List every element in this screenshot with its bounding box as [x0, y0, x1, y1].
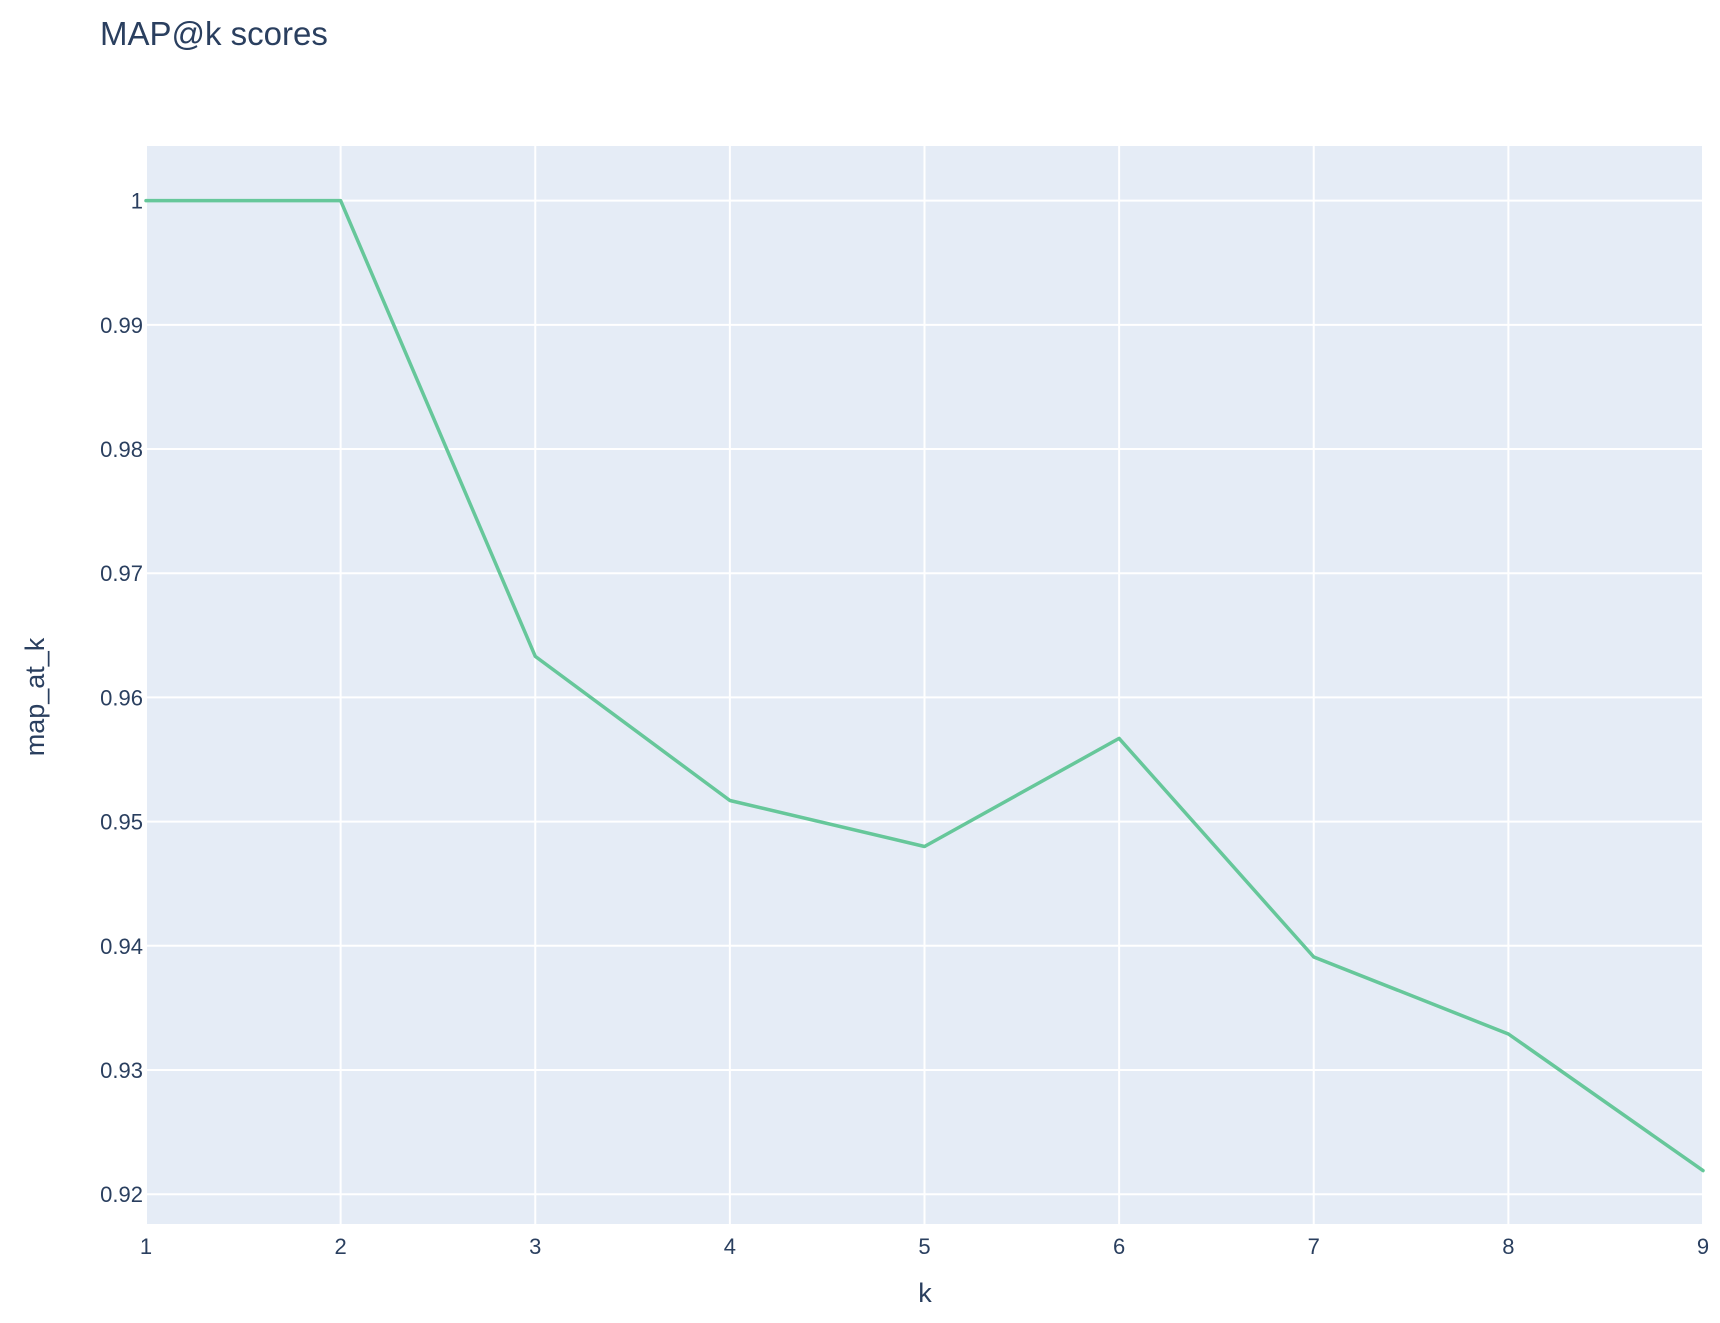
x-tick-label: 3: [529, 1234, 541, 1259]
x-tick-label: 5: [918, 1234, 930, 1259]
y-tick-label: 0.96: [100, 685, 143, 710]
data-point: [1312, 955, 1316, 959]
x-tick-label: 6: [1113, 1234, 1125, 1259]
tick-labels: 1 2 3 4 5 6 7 8 9 0.92 0.93 0.94 0.95 0.96 0.97 0.98 0.9…: [100, 189, 1709, 1259]
x-tick-label: 2: [335, 1234, 347, 1259]
data-point: [339, 199, 343, 203]
y-tick-label: 0.94: [100, 934, 143, 959]
x-tick-label: 8: [1502, 1234, 1514, 1259]
chart-title: MAP@k scores: [100, 15, 328, 52]
data-point: [144, 199, 148, 203]
grid: [145, 146, 1704, 1224]
x-tick-label: 1: [140, 1234, 152, 1259]
series-layer: [144, 198, 1705, 1173]
x-axis-title: k: [918, 1278, 932, 1308]
data-point: [1701, 1169, 1705, 1173]
x-tick-label: 7: [1308, 1234, 1320, 1259]
data-point: [1117, 736, 1121, 740]
data-point: [533, 654, 537, 658]
y-tick-label: 0.95: [100, 810, 143, 835]
x-tick-label: 9: [1697, 1234, 1709, 1259]
y-axis-title: map_at_k: [20, 637, 50, 756]
y-tick-label: 0.97: [100, 561, 143, 586]
y-tick-label: 0.92: [100, 1182, 143, 1207]
y-tick-label: 0.99: [100, 313, 143, 338]
x-tick-label: 4: [724, 1234, 736, 1259]
y-tick-label: 1: [131, 189, 143, 214]
data-point: [1506, 1032, 1510, 1036]
y-tick-label: 0.93: [100, 1058, 143, 1083]
data-point: [923, 845, 926, 848]
data-point: [728, 799, 732, 802]
y-tick-label: 0.98: [100, 437, 143, 462]
